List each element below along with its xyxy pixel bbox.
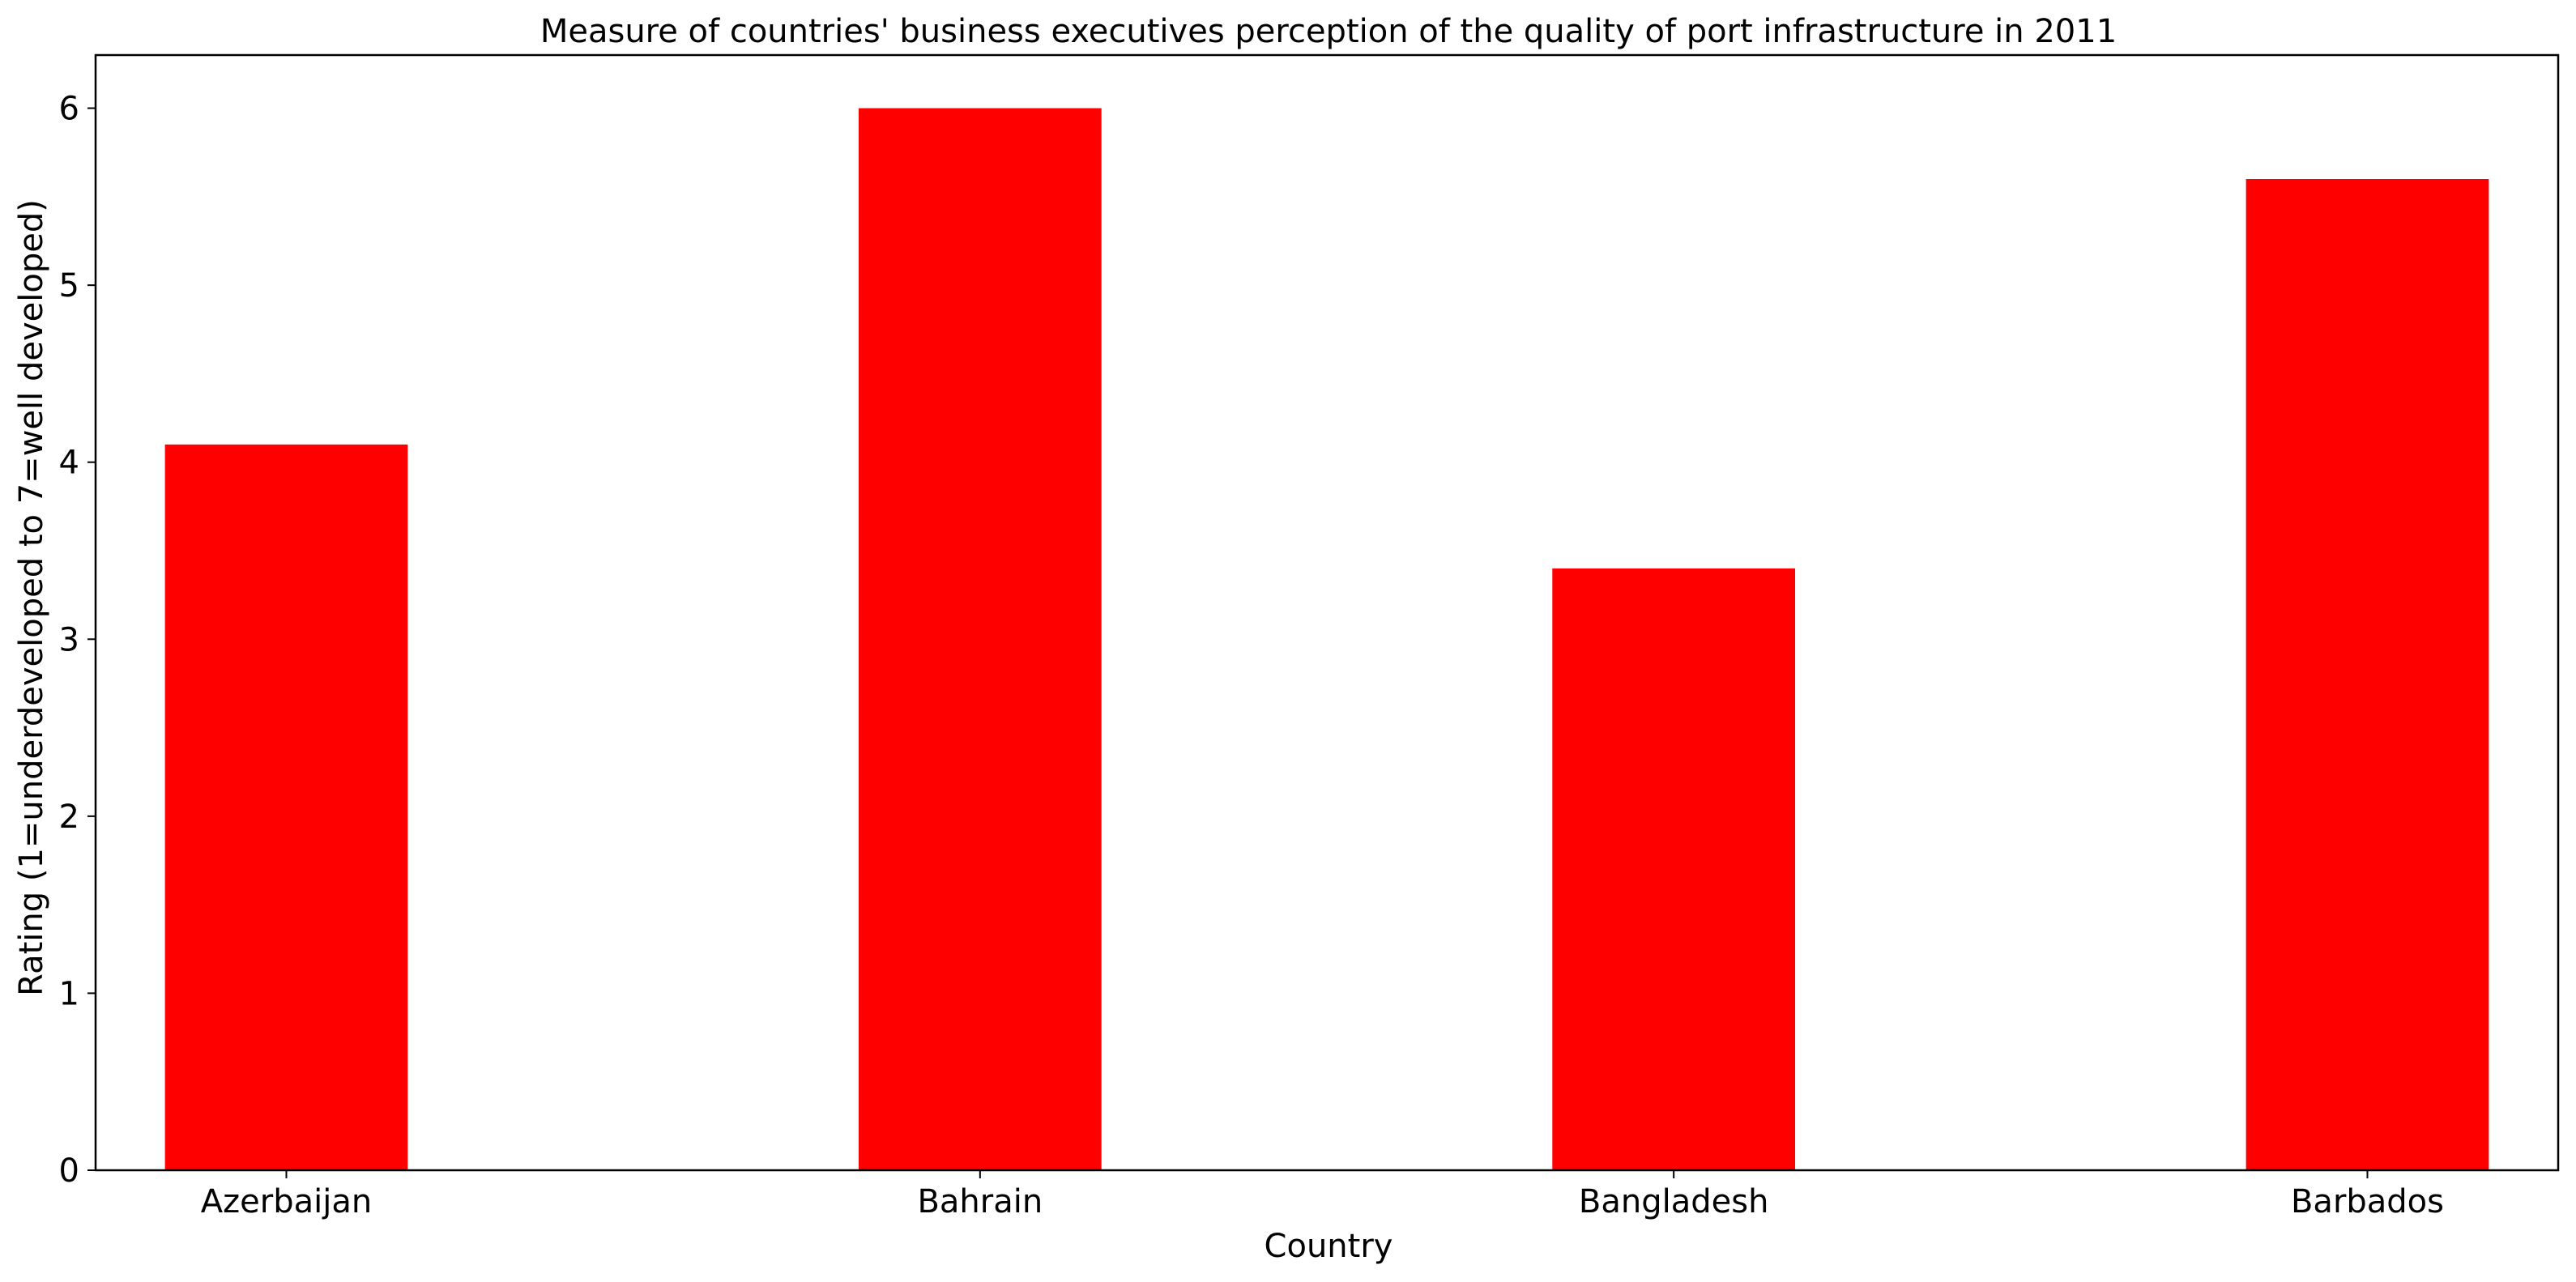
y-tick-label: 0	[59, 1152, 79, 1190]
y-tick-label: 3	[59, 621, 79, 658]
plot-frame	[94, 53, 2560, 1172]
x-tick-label: Barbados	[2291, 1183, 2444, 1220]
bar-bangladesh	[1552, 568, 1796, 1170]
x-tick-label: Bangladesh	[1579, 1183, 1769, 1220]
ticks-layer: Azerbaijan Bahrain Bangladesh Barbados 0 1 2 3 4…	[59, 91, 2444, 1220]
bar-bahrain	[858, 108, 1102, 1171]
bar-barbados	[2245, 179, 2489, 1170]
y-tick-label: 6	[59, 91, 79, 128]
x-tick-label: Azerbaijan	[201, 1183, 372, 1220]
y-tick-label: 1	[59, 975, 79, 1012]
bar-azerbaijan	[164, 444, 408, 1170]
y-tick-label: 4	[59, 445, 79, 482]
y-axis-label: Rating (1=underdeveloped to 7=well devel…	[13, 199, 50, 996]
bars-layer	[164, 108, 2489, 1171]
chart-title: Measure of countries' business executive…	[540, 13, 2117, 50]
x-tick-label: Bahrain	[917, 1183, 1043, 1220]
x-axis-label: Country	[1265, 1228, 1393, 1265]
y-tick-label: 5	[59, 267, 79, 305]
y-tick-label: 2	[59, 799, 79, 836]
